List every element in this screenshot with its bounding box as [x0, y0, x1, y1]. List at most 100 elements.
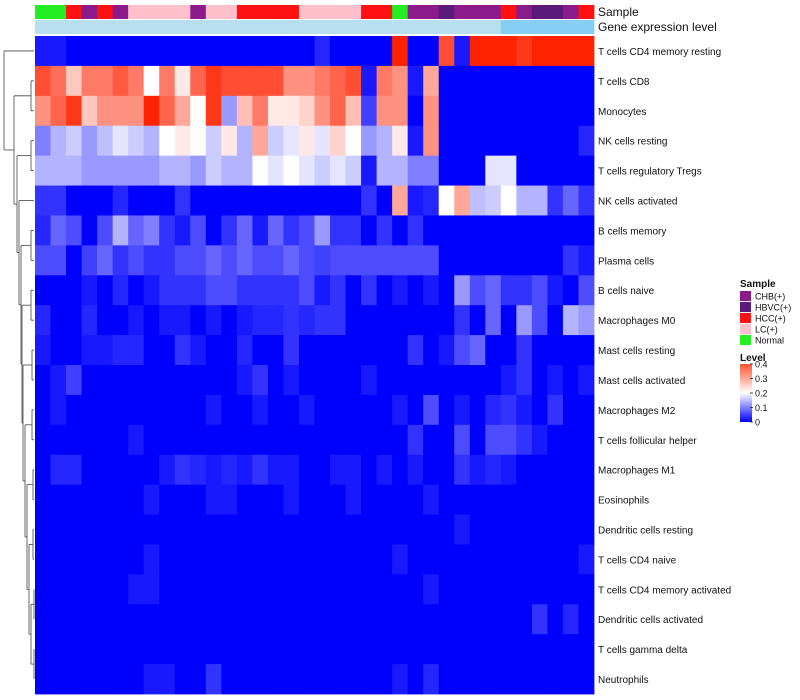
- heatmap-cell: [143, 215, 160, 246]
- sample-legend-label: LC(+): [755, 325, 778, 335]
- heatmap-cell: [423, 664, 440, 695]
- heatmap-cell: [547, 664, 564, 695]
- heatmap-cell: [252, 185, 269, 216]
- heatmap-cell: [50, 95, 67, 127]
- heatmap-cell: [267, 544, 284, 575]
- heatmap-cell: [423, 484, 440, 515]
- level-legend-tick-label: 0.1: [755, 403, 768, 413]
- heatmap-cell: [174, 245, 191, 276]
- heatmap-cell: [112, 514, 129, 545]
- heatmap-cell: [143, 634, 160, 665]
- annotation-cell: [361, 20, 378, 34]
- heatmap-cell: [469, 155, 486, 186]
- heatmap-cell: [66, 305, 82, 336]
- annotation-cell: [423, 5, 440, 19]
- heatmap-cell: [376, 215, 393, 246]
- heatmap-cell: [562, 604, 579, 635]
- heatmap-cell: [128, 365, 145, 396]
- annotation-cell: [516, 5, 533, 19]
- heatmap-cell: [376, 424, 393, 456]
- heatmap-cell: [66, 275, 82, 306]
- heatmap-cell: [128, 604, 145, 635]
- heatmap-cell: [267, 484, 284, 515]
- heatmap-cell: [205, 365, 222, 396]
- heatmap-cell: [35, 514, 51, 545]
- heatmap-cell: [35, 574, 51, 605]
- heatmap-cell: [112, 275, 129, 306]
- heatmap-cell: [221, 125, 238, 157]
- heatmap-cell: [578, 574, 595, 605]
- heatmap-cell: [112, 365, 129, 396]
- heatmap-cell: [361, 604, 378, 635]
- annotation-cell: [81, 5, 98, 19]
- heatmap-cell: [345, 544, 362, 575]
- heatmap-cell: [205, 95, 222, 127]
- heatmap-cell: [531, 125, 548, 157]
- heatmap-cell: [81, 365, 98, 396]
- sample-legend-swatch: [740, 291, 751, 301]
- heatmap-cell: [236, 664, 253, 695]
- heatmap-cell: [485, 604, 502, 635]
- heatmap-cell: [267, 574, 284, 605]
- heatmap-cell: [438, 65, 455, 97]
- heatmap-cell: [221, 95, 238, 127]
- heatmap-cell: [128, 155, 145, 186]
- heatmap-cell: [485, 245, 502, 276]
- heatmap-cell: [174, 305, 191, 336]
- heatmap-cell: [345, 185, 362, 216]
- heatmap-cell: [50, 65, 67, 97]
- heatmap-cell: [298, 514, 315, 545]
- heatmap-cell: [578, 365, 595, 396]
- heatmap-cell: [252, 95, 269, 127]
- heatmap-cell: [252, 215, 269, 246]
- heatmap-cell: [469, 424, 486, 456]
- heatmap-cell: [531, 245, 548, 276]
- heatmap-cell: [562, 95, 579, 127]
- row-label: Dendritic cells resting: [598, 526, 693, 537]
- heatmap-cell: [112, 335, 129, 366]
- heatmap-cell: [236, 514, 253, 545]
- heatmap-cell: [469, 454, 486, 486]
- heatmap-cell: [143, 245, 160, 276]
- heatmap-cell: [298, 335, 315, 366]
- heatmap-cell: [547, 185, 564, 216]
- heatmap-cell: [283, 544, 300, 575]
- heatmap-cell: [236, 185, 253, 216]
- heatmap-cell: [35, 484, 51, 515]
- heatmap-cell: [361, 574, 378, 605]
- heatmap-cell: [112, 95, 129, 127]
- heatmap-cell: [500, 215, 517, 246]
- heatmap-cell: [345, 634, 362, 665]
- heatmap-cell: [143, 514, 160, 545]
- heatmap-cell: [562, 65, 579, 97]
- heatmap-cell: [485, 185, 502, 216]
- heatmap-cell: [423, 275, 440, 306]
- heatmap-cell: [454, 155, 471, 186]
- heatmap-cell: [97, 185, 114, 216]
- heatmap-cell: [298, 125, 315, 157]
- heatmap-cell: [578, 36, 595, 67]
- heatmap-cell: [66, 424, 82, 456]
- heatmap-cell: [376, 185, 393, 216]
- heatmap-cell: [97, 245, 114, 276]
- heatmap-cell: [438, 275, 455, 306]
- heatmap-cell: [159, 155, 176, 186]
- heatmap-cell: [392, 484, 409, 515]
- heatmap-cell: [516, 335, 533, 366]
- heatmap-cell: [205, 424, 222, 456]
- heatmap-cell: [361, 454, 378, 486]
- heatmap-cell: [562, 36, 579, 67]
- heatmap-cell: [298, 365, 315, 396]
- heatmap-cell: [562, 275, 579, 306]
- annotation-cell: [97, 5, 114, 19]
- heatmap-cell: [190, 245, 207, 276]
- heatmap-cell: [221, 544, 238, 575]
- heatmap-cell: [361, 424, 378, 456]
- heatmap-cell: [283, 36, 300, 67]
- annotation-cell: [190, 20, 207, 34]
- heatmap-cell: [562, 454, 579, 486]
- heatmap-cell: [485, 275, 502, 306]
- heatmap-cell: [469, 305, 486, 336]
- heatmap-cell: [267, 155, 284, 186]
